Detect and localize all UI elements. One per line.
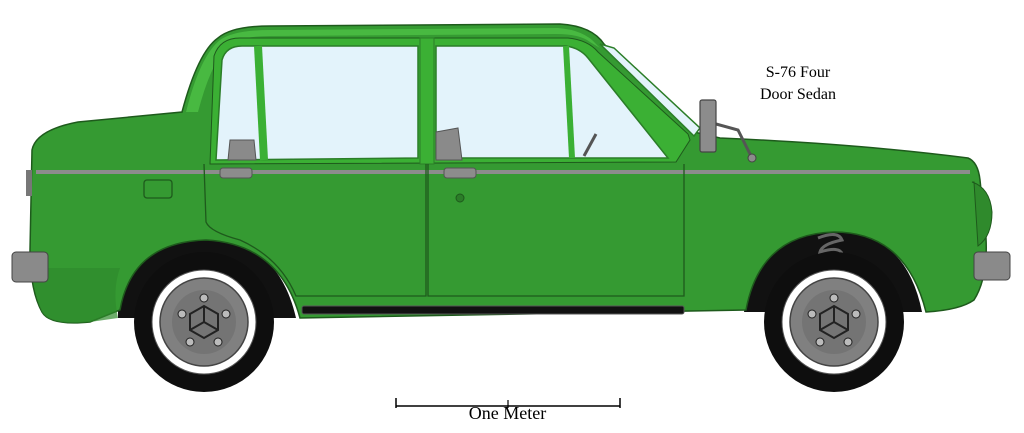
b-pillar xyxy=(419,37,435,165)
rear-bumper xyxy=(11,251,49,283)
rear-door-seam xyxy=(203,163,427,297)
rear-door-handle xyxy=(219,167,253,179)
vehicle-caption: S-76 Four Door Sedan xyxy=(728,62,868,106)
front-vent-divider xyxy=(563,45,575,159)
headlight xyxy=(971,181,993,247)
rear-seat xyxy=(227,139,257,161)
caption-line-1: S-76 Four xyxy=(765,64,831,81)
antenna-base xyxy=(747,153,757,163)
steering-column xyxy=(582,133,598,157)
fuel-cap xyxy=(143,179,173,199)
front-bumper xyxy=(973,251,1011,281)
front-wheel xyxy=(764,252,904,392)
scale-bar xyxy=(395,398,621,408)
caption-line-2: Door Sedan xyxy=(760,86,836,103)
side-sill-trim xyxy=(301,305,685,315)
rear-light xyxy=(26,170,32,196)
mirror-arm xyxy=(715,122,754,159)
scale-bar-label: One Meter xyxy=(468,403,547,423)
front-door-seam xyxy=(427,164,685,297)
body-highlight xyxy=(186,28,600,112)
front-door-handle xyxy=(443,167,477,179)
rear-bumper-panel xyxy=(32,268,120,323)
rear-wheel xyxy=(134,252,274,392)
rear-quarter-divider xyxy=(254,45,268,161)
door-lock xyxy=(455,193,465,203)
front-seat xyxy=(435,127,463,161)
front-suspension xyxy=(817,233,845,255)
side-mirror xyxy=(699,99,717,153)
